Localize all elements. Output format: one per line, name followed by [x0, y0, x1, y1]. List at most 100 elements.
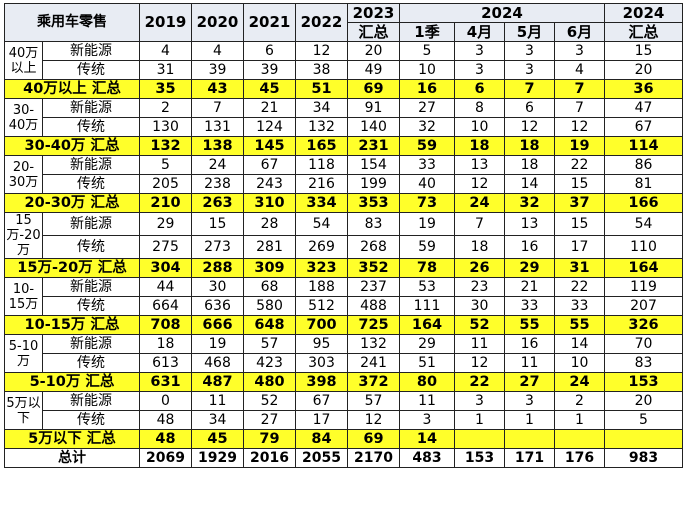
segment-label: 5-10万 — [4, 334, 43, 373]
data-cell: 38 — [295, 60, 348, 80]
subtotal-cell: 22 — [454, 372, 505, 392]
subtotal-cell: 14 — [399, 429, 455, 449]
data-cell: 7 — [454, 212, 505, 236]
data-cell: 29 — [139, 212, 192, 236]
data-cell: 273 — [191, 235, 244, 259]
subtotal-cell: 666 — [191, 315, 244, 335]
subtotal-cell: 79 — [243, 429, 296, 449]
data-cell: 53 — [399, 277, 455, 297]
data-cell: 83 — [604, 353, 683, 373]
table-row: 传统 275 273 281 269 268 59 18 16 17 110 — [5, 235, 683, 259]
data-cell: 7 — [191, 98, 244, 118]
subtotal-cell: 55 — [504, 315, 555, 335]
data-cell: 131 — [191, 117, 244, 137]
table-row: 15万-20万 新能源 29 15 28 54 83 19 7 13 15 54 — [4, 212, 683, 259]
data-cell: 20 — [604, 60, 683, 80]
data-cell: 33 — [554, 296, 605, 316]
powertrain-type-label: 新能源 — [42, 41, 140, 61]
data-cell: 81 — [604, 174, 683, 194]
powertrain-type-label: 传统 — [42, 296, 140, 316]
subtotal-cell: 700 — [295, 315, 348, 335]
data-cell: 27 — [399, 98, 455, 118]
total-cell: 983 — [604, 448, 683, 468]
table-row: 20-30万 新能源 5 24 67 118 154 33 13 18 22 86 — [4, 155, 683, 194]
data-cell: 268 — [347, 235, 400, 259]
data-cell: 52 — [243, 391, 296, 411]
data-cell: 188 — [295, 277, 348, 297]
subtotal-cell: 27 — [504, 372, 555, 392]
data-cell: 30 — [454, 296, 505, 316]
data-cell: 243 — [243, 174, 296, 194]
col-may: 5月 — [504, 22, 555, 42]
segment-label: 20-30万 — [4, 155, 43, 194]
data-cell: 4 — [191, 41, 244, 61]
data-cell: 2 — [554, 391, 605, 411]
data-cell: 11 — [454, 334, 505, 354]
data-cell: 67 — [243, 155, 296, 175]
data-cell: 14 — [554, 334, 605, 354]
data-cell: 23 — [454, 277, 505, 297]
data-cell: 33 — [399, 155, 455, 175]
data-cell: 124 — [243, 117, 296, 137]
data-cell: 664 — [139, 296, 192, 316]
col-2019: 2019 — [139, 3, 192, 42]
subtotal-cell: 480 — [243, 372, 296, 392]
powertrain-type-label: 传统 — [42, 353, 140, 373]
subtotal-cell: 24 — [454, 193, 505, 213]
col-2023-top: 2023 — [347, 3, 400, 23]
data-cell: 3 — [504, 391, 555, 411]
subtotal-cell: 138 — [191, 136, 244, 156]
subtotal-cell: 166 — [604, 193, 683, 213]
data-cell: 15 — [554, 212, 605, 236]
data-cell: 11 — [191, 391, 244, 411]
subtotal-label: 5-10万 汇总 — [4, 372, 140, 392]
col-2024sum-top: 2024 — [604, 3, 683, 23]
subtotal-row: 5万以下 汇总 48 45 79 84 69 14 — [4, 429, 683, 449]
data-cell: 1 — [504, 410, 555, 430]
data-cell: 57 — [243, 334, 296, 354]
subtotal-label: 15万-20万 汇总 — [4, 258, 140, 278]
col-2024-group: 2024 — [399, 3, 605, 23]
data-cell: 6 — [243, 41, 296, 61]
data-cell: 18 — [454, 235, 505, 259]
subtotal-cell: 352 — [347, 258, 400, 278]
total-cell: 483 — [399, 448, 455, 468]
subtotal-cell: 7 — [554, 79, 605, 99]
subtotal-cell: 153 — [604, 372, 683, 392]
subtotal-cell: 51 — [295, 79, 348, 99]
col-2021: 2021 — [243, 3, 296, 42]
data-cell: 423 — [243, 353, 296, 373]
table-row: 传统 31 39 39 38 49 10 3 3 4 20 — [5, 60, 683, 80]
total-cell: 2016 — [243, 448, 296, 468]
total-row: 总计 2069 1929 2016 2055 2170 483 153 171 176 983 — [4, 448, 683, 468]
data-cell: 34 — [191, 410, 244, 430]
subtotal-cell: 263 — [191, 193, 244, 213]
data-cell: 512 — [295, 296, 348, 316]
data-cell: 54 — [604, 212, 683, 236]
data-cell: 207 — [604, 296, 683, 316]
data-cell: 70 — [604, 334, 683, 354]
data-cell: 10 — [554, 353, 605, 373]
data-cell: 132 — [295, 117, 348, 137]
subtotal-row: 15万-20万 汇总 304 288 309 323 352 78 26 29 31 164 — [4, 258, 683, 278]
subtotal-cell: 231 — [347, 136, 400, 156]
subtotal-cell: 372 — [347, 372, 400, 392]
subtotal-cell: 19 — [554, 136, 605, 156]
data-cell: 3 — [399, 410, 455, 430]
data-cell: 12 — [454, 174, 505, 194]
data-cell: 17 — [554, 235, 605, 259]
col-2020: 2020 — [191, 3, 244, 42]
subtotal-cell: 310 — [243, 193, 296, 213]
subtotal-cell: 45 — [191, 429, 244, 449]
subtotal-cell: 309 — [243, 258, 296, 278]
data-cell: 20 — [604, 391, 683, 411]
subtotal-cell: 18 — [504, 136, 555, 156]
data-cell: 21 — [243, 98, 296, 118]
col-jun: 6月 — [554, 22, 605, 42]
powertrain-type-label: 新能源 — [42, 155, 140, 175]
data-cell: 83 — [347, 212, 400, 236]
data-cell: 19 — [191, 334, 244, 354]
data-cell: 118 — [295, 155, 348, 175]
data-cell: 29 — [399, 334, 455, 354]
table-row: 30-40万 新能源 2 7 21 34 91 27 8 6 7 47 — [4, 98, 683, 137]
